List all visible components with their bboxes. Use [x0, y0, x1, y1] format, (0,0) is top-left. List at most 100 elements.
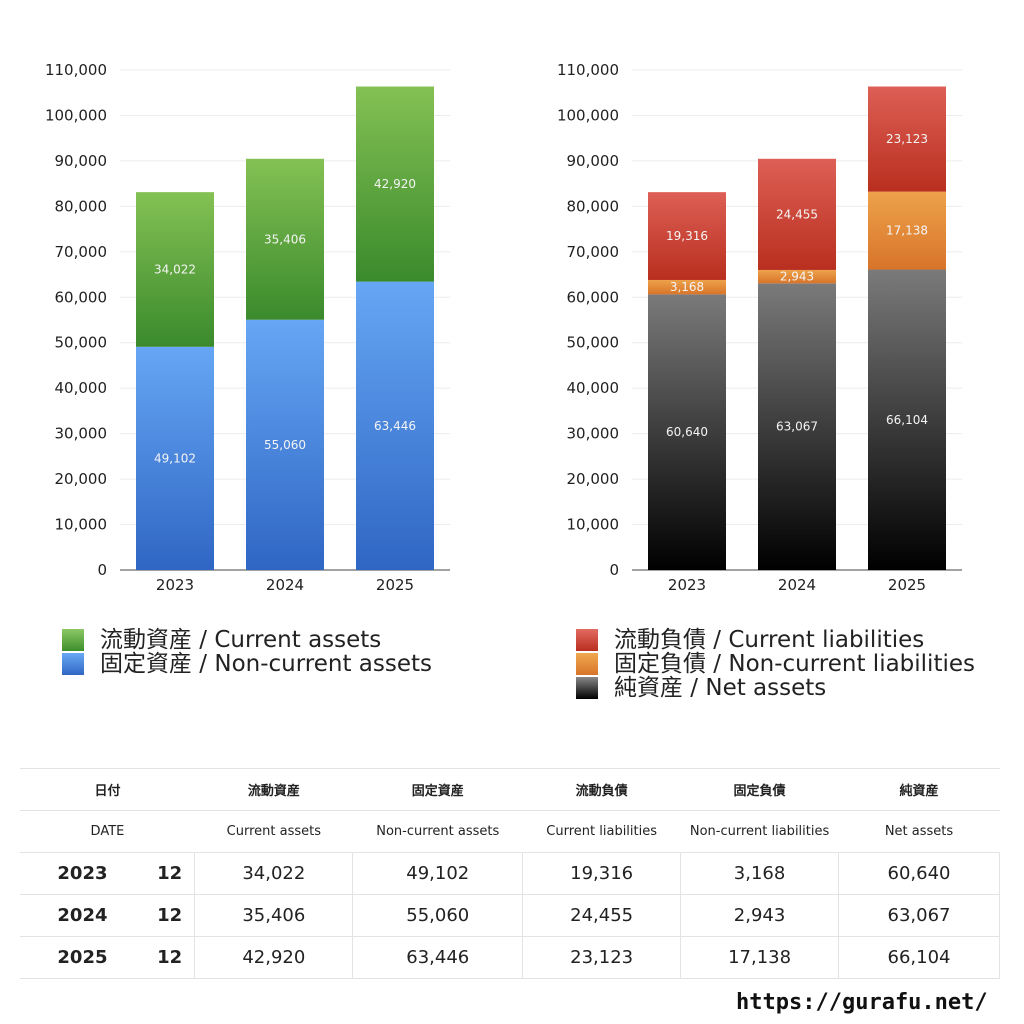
cell-non-current-assets: 55,060 [352, 894, 524, 937]
bar-non-current-liabilities-2025 [868, 191, 946, 270]
data-label: 34,022 [154, 262, 196, 276]
bar-net-assets-2023 [648, 294, 726, 570]
header-current-liabilities-en: Current liabilities [522, 810, 681, 853]
data-label: 2,943 [780, 270, 814, 284]
bar-non-current-assets-2025 [356, 281, 434, 570]
y-tick-label: 0 [609, 561, 619, 579]
x-tick-label: 2023 [668, 576, 706, 594]
table-row: 2025 12 42,920 63,446 23,123 17,138 66,1… [20, 936, 1000, 979]
y-tick-label: 0 [97, 561, 107, 579]
assets-chart: 0 10,000 20,000 30,000 40,000 50,000 60,000 70,… [0, 50, 480, 610]
x-tick-label: 2024 [778, 576, 816, 594]
table-row: 2024 12 35,406 55,060 24,455 2,943 63,06… [20, 894, 1000, 937]
y-tick-label: 80,000 [55, 197, 108, 215]
y-tick-label: 110,000 [45, 61, 107, 79]
y-tick-label: 60,000 [567, 288, 620, 306]
legend-swatch-current-assets [62, 629, 84, 651]
legend-label-current-liabilities: 流動負債 / Current liabilities [614, 627, 925, 653]
x-tick-label: 2025 [376, 576, 414, 594]
y-tick-label: 50,000 [55, 334, 108, 352]
legend-item-current-liabilities: 流動負債 / Current liabilities [576, 628, 975, 652]
y-tick-label: 100,000 [557, 106, 619, 124]
header-non-current-liabilities-jp: 固定負債 [680, 768, 839, 811]
header-non-current-assets-jp: 固定資産 [352, 768, 523, 811]
assets-legend: 流動資産 / Current assets 固定資産 / Non-current… [62, 628, 432, 676]
liabilities-chart-svg: 0 10,000 20,000 30,000 40,000 50,000 60,000 70,… [557, 61, 962, 594]
data-label: 49,102 [154, 451, 196, 465]
cell-net-assets: 60,640 [838, 852, 1000, 895]
bar-current-assets-2025 [356, 86, 434, 282]
y-tick-label: 70,000 [55, 243, 108, 261]
legend-item-non-current-assets: 固定資産 / Non-current assets [62, 652, 432, 676]
y-tick-label: 60,000 [55, 288, 108, 306]
cell-non-current-liabilities: 3,168 [680, 852, 840, 895]
legend-label-current-assets: 流動資産 / Current assets [100, 627, 382, 653]
y-tick-label: 20,000 [567, 470, 620, 488]
data-label: 63,067 [776, 420, 818, 434]
bar-net-assets-2025 [868, 269, 946, 570]
y-tick-label: 10,000 [567, 516, 620, 534]
legend-item-net-assets: 純資産 / Net assets [576, 676, 975, 700]
data-label: 66,104 [886, 413, 928, 427]
site-url[interactable]: https://gurafu.net/ [736, 990, 988, 1015]
table-header-en: DATE Current assets Non-current assets C… [20, 810, 1000, 853]
bar-non-current-assets-2024 [246, 319, 324, 570]
row-month: 12 [144, 894, 196, 937]
legend-item-current-assets: 流動資産 / Current assets [62, 628, 432, 652]
data-label: 24,455 [776, 207, 818, 221]
bar-net-assets-2024 [758, 283, 836, 570]
cell-non-current-assets: 49,102 [352, 852, 524, 895]
y-tick-label: 10,000 [55, 516, 108, 534]
cell-current-assets: 34,022 [194, 852, 354, 895]
x-tick-label: 2023 [156, 576, 194, 594]
y-tick-label: 80,000 [567, 197, 620, 215]
row-month: 12 [144, 936, 196, 979]
bar-non-current-liabilities-2024 [758, 269, 836, 284]
liabilities-legend: 流動負債 / Current liabilities 固定負債 / Non-cu… [576, 628, 975, 700]
y-tick-label: 100,000 [45, 106, 107, 124]
y-tick-label: 110,000 [557, 61, 619, 79]
bar-non-current-liabilities-2023 [648, 279, 726, 295]
cell-current-liabilities: 24,455 [522, 894, 682, 937]
y-tick-label: 90,000 [567, 152, 620, 170]
cell-net-assets: 63,067 [838, 894, 1000, 937]
row-year: 2024 [20, 894, 145, 937]
bar-current-assets-2023 [136, 192, 214, 347]
y-tick-label: 20,000 [55, 470, 108, 488]
header-net-assets-jp: 純資産 [838, 768, 1000, 811]
balance-sheet-table: 日付 流動資産 固定資産 流動負債 固定負債 純資産 DATE Current … [20, 768, 1000, 979]
cell-current-assets: 42,920 [194, 936, 354, 979]
table-header-jp: 日付 流動資産 固定資産 流動負債 固定負債 純資産 [20, 768, 1000, 811]
legend-swatch-net-assets [576, 677, 598, 699]
bar-current-liabilities-2023 [648, 192, 726, 280]
bar-current-liabilities-2024 [758, 158, 836, 270]
data-label: 42,920 [374, 177, 416, 191]
bar-current-liabilities-2025 [868, 86, 946, 192]
legend-swatch-non-current-assets [62, 653, 84, 675]
cell-non-current-liabilities: 17,138 [680, 936, 840, 979]
legend-label-net-assets: 純資産 / Net assets [614, 675, 827, 701]
bar-non-current-assets-2023 [136, 346, 214, 570]
header-current-liabilities-jp: 流動負債 [522, 768, 681, 811]
cell-non-current-assets: 63,446 [352, 936, 524, 979]
y-tick-label: 40,000 [55, 379, 108, 397]
bar-current-assets-2024 [246, 158, 324, 320]
cell-current-liabilities: 23,123 [522, 936, 682, 979]
x-tick-label: 2025 [888, 576, 926, 594]
assets-chart-svg: 0 10,000 20,000 30,000 40,000 50,000 60,000 70,… [45, 61, 450, 594]
cell-current-assets: 35,406 [194, 894, 354, 937]
cell-net-assets: 66,104 [838, 936, 1000, 979]
data-label: 23,123 [886, 132, 928, 146]
row-year: 2023 [20, 852, 145, 895]
cell-non-current-liabilities: 2,943 [680, 894, 840, 937]
table-row: 2023 12 34,022 49,102 19,316 3,168 60,64… [20, 852, 1000, 895]
data-label: 55,060 [264, 438, 306, 452]
header-net-assets-en: Net assets [838, 810, 1000, 853]
legend-swatch-non-current-liabilities [576, 653, 598, 675]
liabilities-chart: 0 10,000 20,000 30,000 40,000 50,000 60,000 70,… [512, 50, 992, 610]
y-tick-label: 40,000 [567, 379, 620, 397]
y-tick-label: 50,000 [567, 334, 620, 352]
header-date-jp: 日付 [20, 768, 195, 811]
row-month: 12 [144, 852, 196, 895]
header-date-en: DATE [20, 810, 195, 853]
